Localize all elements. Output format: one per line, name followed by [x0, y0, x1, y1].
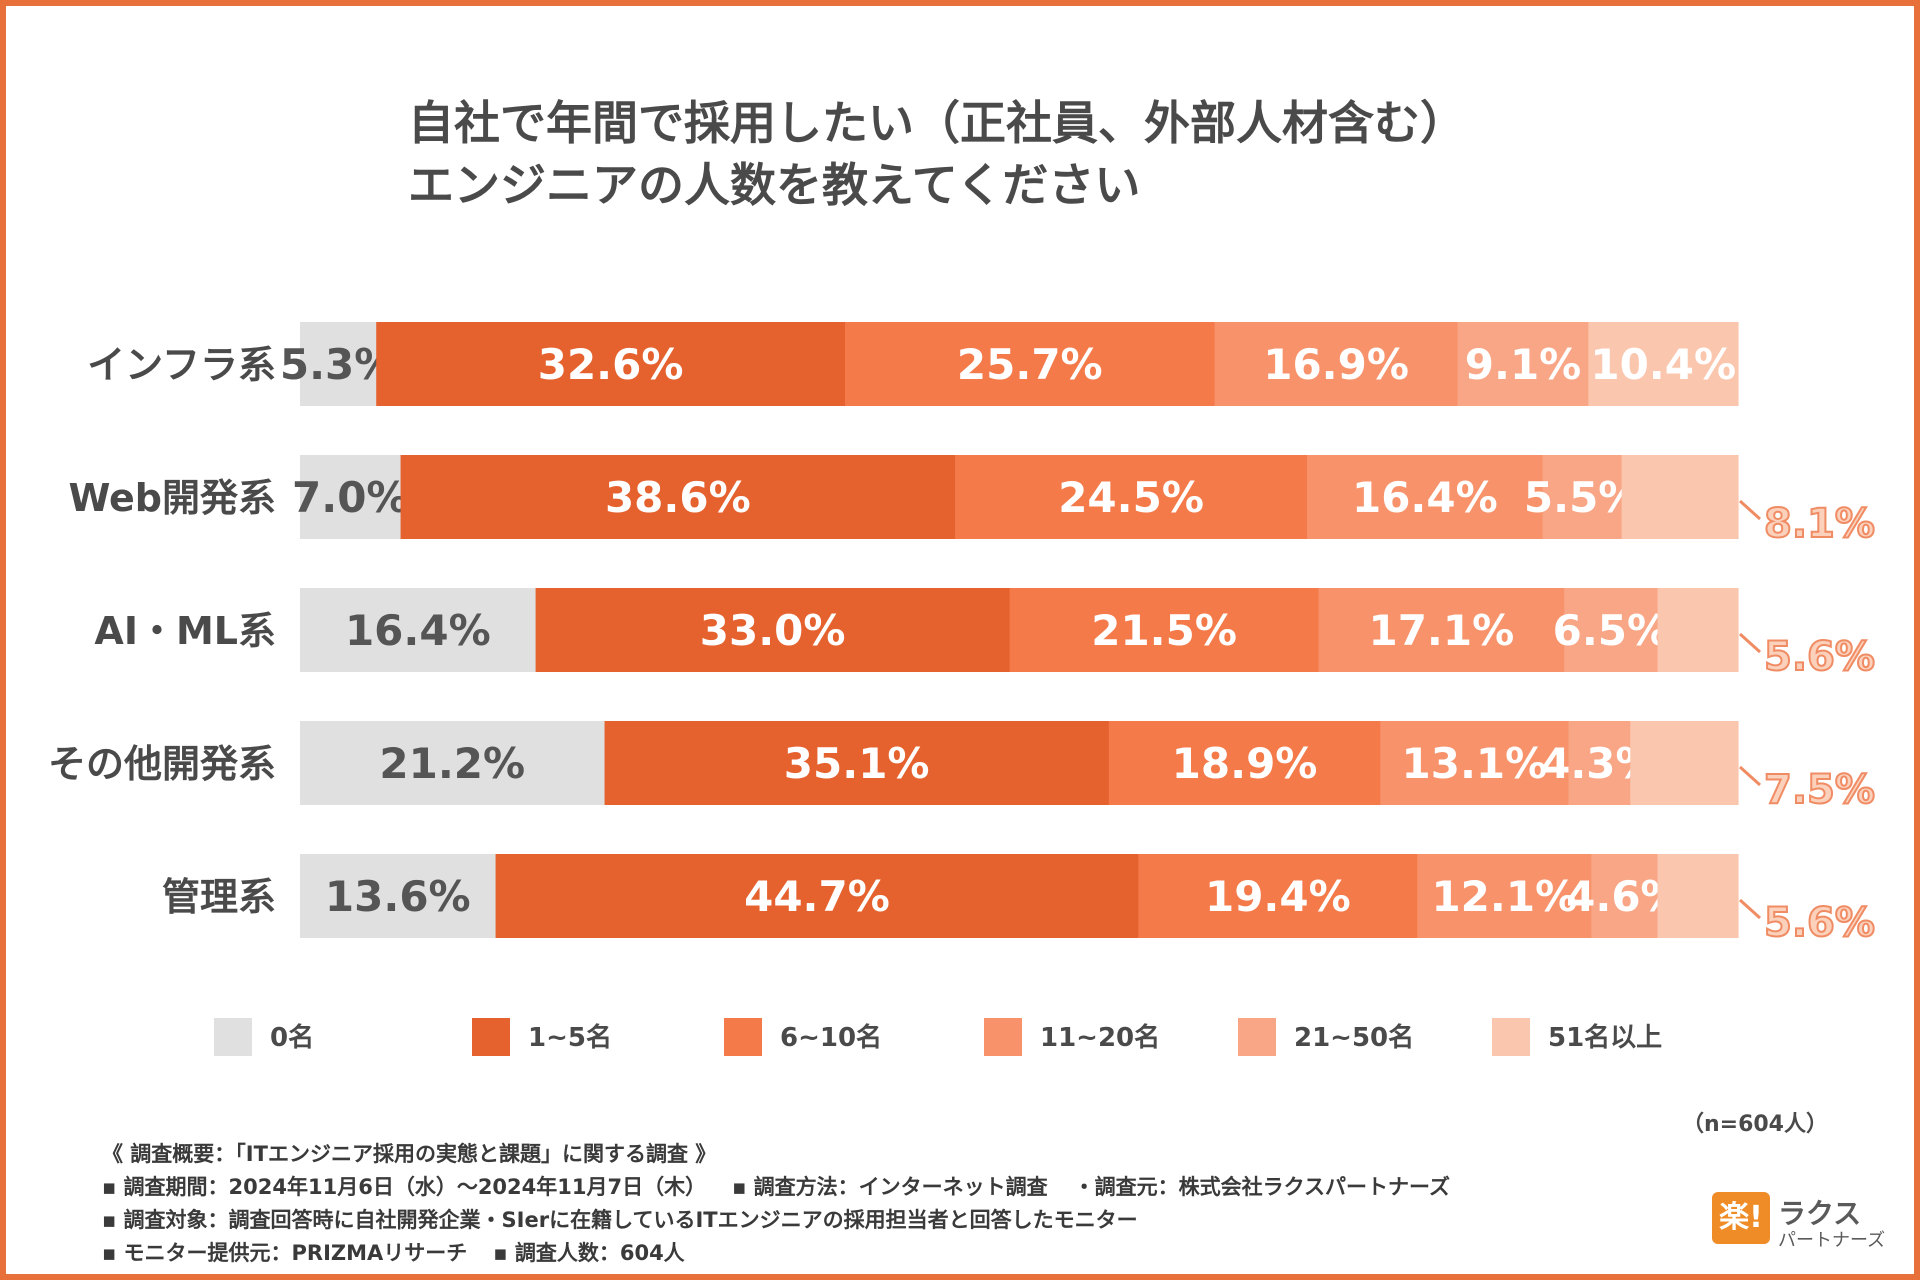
category-label: AI・ML系	[94, 609, 276, 653]
legend-swatch	[214, 1018, 252, 1056]
bar-segment	[376, 322, 846, 406]
bar-segment	[535, 588, 1011, 672]
bar-segment	[1307, 455, 1544, 539]
category-label: その他開発系	[48, 742, 276, 786]
data-label: 21.5%	[1091, 606, 1237, 655]
data-label: 32.6%	[538, 340, 684, 389]
survey-footer: 《 調査概要：「ITエンジニア採用の実態と課題」に関する調査 》 ▪ 調査期間：…	[102, 1138, 1602, 1270]
bar-segment	[604, 721, 1110, 805]
data-label: 24.5%	[1058, 473, 1204, 522]
bar-segment	[1108, 721, 1381, 805]
data-label: 25.7%	[957, 340, 1103, 389]
data-label: 33.0%	[700, 606, 846, 655]
legend-label: 0名	[270, 1022, 314, 1053]
data-label: 13.1%	[1402, 739, 1548, 788]
bar-segment	[1009, 588, 1320, 672]
data-label: 6.5%	[1553, 606, 1669, 655]
bar-segment	[1564, 588, 1659, 672]
bar-segment	[1568, 721, 1631, 805]
legend-swatch	[472, 1018, 510, 1056]
logo-subname: パートナーズ	[1778, 1230, 1886, 1251]
data-label: 7.0%	[292, 473, 408, 522]
logo-name: ラクス	[1778, 1197, 1862, 1230]
data-label: 10.4%	[1590, 340, 1736, 389]
bar-segment	[1621, 455, 1739, 539]
chart-title-line-1: 自社で年間で採用したい（正社員、外部人材含む）	[408, 96, 1466, 150]
bar-segment	[300, 322, 377, 406]
sample-size-note: （n=604人）	[1681, 1112, 1828, 1137]
legend-label: 6~10名	[780, 1022, 882, 1053]
data-label: 44.7%	[744, 872, 890, 921]
category-label: インフラ系	[87, 343, 276, 387]
company-logo: 楽! ラクス パートナーズ	[1712, 1192, 1902, 1251]
bar-segment	[1138, 854, 1418, 938]
survey-source: ・調査元：株式会社ラクスパートナーズ	[1073, 1175, 1450, 1199]
bar-segment	[495, 854, 1139, 938]
category-label: 管理系	[162, 875, 276, 919]
legend-label: 21~50名	[1294, 1022, 1414, 1053]
data-label: 35.1%	[784, 739, 930, 788]
legend-swatch	[1238, 1018, 1276, 1056]
survey-provider-row: ▪ モニター提供元：PRIZMAリサーチ ▪ 調査人数：604人	[102, 1237, 1602, 1270]
chart-title-line-2: エンジニアの人数を教えてください	[408, 158, 1141, 212]
legend-label: 51名以上	[1548, 1022, 1662, 1053]
bar-segment	[300, 721, 606, 805]
legend-swatch	[724, 1018, 762, 1056]
data-label: 19.4%	[1205, 872, 1351, 921]
bar-segment	[1542, 455, 1623, 539]
survey-method: ▪ 調査方法：インターネット調査	[732, 1175, 1048, 1199]
data-label: 8.1%	[1764, 501, 1875, 547]
category-label: Web開発系	[68, 476, 276, 520]
leader-line	[1738, 499, 1762, 521]
logo-mark: 楽!	[1712, 1192, 1770, 1244]
data-label: 5.5%	[1524, 473, 1640, 522]
data-label: 16.4%	[345, 606, 491, 655]
bar-segment	[1630, 721, 1739, 805]
bar-segment	[1318, 588, 1565, 672]
leader-line	[1738, 898, 1762, 920]
survey-period: ▪ 調査期間：2024年11月6日（水）～2024年11月7日（木）	[102, 1175, 707, 1199]
bar-segment	[1657, 588, 1739, 672]
data-label: 13.6%	[325, 872, 471, 921]
leader-line	[1738, 765, 1762, 787]
data-label: 16.9%	[1263, 340, 1409, 389]
bar-segment	[1214, 322, 1459, 406]
bar-segment	[400, 455, 956, 539]
data-label: 21.2%	[379, 739, 525, 788]
legend-swatch	[984, 1018, 1022, 1056]
legend-label: 1~5名	[528, 1022, 612, 1053]
bar-segment	[1457, 322, 1590, 406]
survey-provider: ▪ モニター提供元：PRIZMAリサーチ	[102, 1241, 468, 1265]
data-label: 16.4%	[1352, 473, 1498, 522]
bar-segment	[300, 854, 497, 938]
bar-segment	[1591, 854, 1659, 938]
data-label: 38.6%	[605, 473, 751, 522]
data-label: 7.5%	[1764, 767, 1875, 813]
bar-segment	[845, 322, 1216, 406]
bar-segment	[1657, 854, 1739, 938]
data-label: 9.1%	[1465, 340, 1581, 389]
survey-target: ▪ 調査対象：調査回答時に自社開発企業・SIerに在籍しているITエンジニアの採…	[102, 1208, 1138, 1232]
bar-segment	[300, 588, 537, 672]
data-label: 5.6%	[1764, 900, 1875, 946]
survey-period-row: ▪ 調査期間：2024年11月6日（水）～2024年11月7日（木） ▪ 調査方法…	[102, 1171, 1602, 1204]
data-label: 18.9%	[1172, 739, 1318, 788]
leader-line	[1738, 632, 1762, 654]
legend-swatch	[1492, 1018, 1530, 1056]
legend-label: 11~20名	[1040, 1022, 1160, 1053]
bar-segment	[955, 455, 1308, 539]
survey-title: 《 調査概要：「ITエンジニア採用の実態と課題」に関する調査 》	[102, 1142, 717, 1166]
bar-segment	[300, 455, 402, 539]
bar-segment	[1588, 322, 1739, 406]
bar-segment	[1417, 854, 1592, 938]
data-label: 17.1%	[1368, 606, 1514, 655]
chart-title: 自社で年間で採用したい（正社員、外部人材含む） エンジニアの人数を教えてください	[408, 92, 1708, 216]
data-label: 12.1%	[1431, 872, 1577, 921]
bar-segment	[1380, 721, 1570, 805]
data-label: 5.6%	[1764, 634, 1875, 680]
survey-respondents: ▪ 調査人数：604人	[493, 1241, 685, 1265]
